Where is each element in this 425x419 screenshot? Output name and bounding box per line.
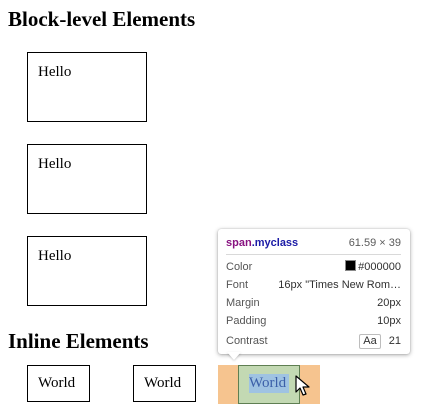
- margin-label: Margin: [226, 297, 260, 309]
- content-highlight: [249, 374, 289, 393]
- tooltip-header: span.myclass 61.59 × 39: [226, 236, 401, 255]
- tooltip-arrow: [227, 352, 241, 360]
- block-element-box: Hello: [27, 144, 147, 214]
- inline-element-box: World: [133, 365, 196, 402]
- contrast-value: Aa 21: [359, 333, 401, 349]
- padding-value: 10px: [377, 315, 401, 327]
- block-element-text: Hello: [38, 156, 72, 172]
- tooltip-row-color: Color #000000: [226, 259, 401, 275]
- font-value: 16px "Times New Rom…: [278, 279, 401, 291]
- selector-class: .myclass: [251, 237, 299, 249]
- inspect-tooltip: span.myclass 61.59 × 39 Color #000000 Fo…: [218, 229, 410, 354]
- color-value: #000000: [345, 259, 401, 275]
- block-level-heading: Block-level Elements: [8, 7, 196, 31]
- tooltip-row-font: Font 16px "Times New Rom…: [226, 277, 401, 293]
- margin-value: 20px: [377, 297, 401, 309]
- element-size: 61.59 × 39: [348, 237, 401, 249]
- color-hex: #000000: [358, 261, 401, 273]
- block-element-text: Hello: [38, 64, 72, 80]
- contrast-ratio: 21: [388, 335, 401, 347]
- block-element-box: Hello: [27, 236, 147, 306]
- mouse-pointer-icon: [295, 375, 310, 396]
- inline-element-box: World: [27, 365, 90, 402]
- element-selector: span.myclass: [226, 237, 298, 249]
- block-element-box: Hello: [27, 52, 147, 122]
- padding-label: Padding: [226, 315, 267, 327]
- block-element-text: Hello: [38, 248, 72, 264]
- color-label: Color: [226, 261, 253, 273]
- font-label: Font: [226, 279, 249, 291]
- contrast-aa-badge: Aa: [359, 334, 381, 349]
- color-swatch-icon: [345, 260, 357, 271]
- tooltip-row-padding: Padding 10px: [226, 313, 401, 329]
- contrast-label: Contrast: [226, 335, 268, 347]
- tooltip-row-margin: Margin 20px: [226, 295, 401, 311]
- inspected-element-text: World: [249, 375, 287, 391]
- tooltip-row-contrast: Contrast Aa 21: [226, 333, 401, 349]
- selector-tag: span: [226, 237, 252, 249]
- inline-heading: Inline Elements: [8, 329, 149, 353]
